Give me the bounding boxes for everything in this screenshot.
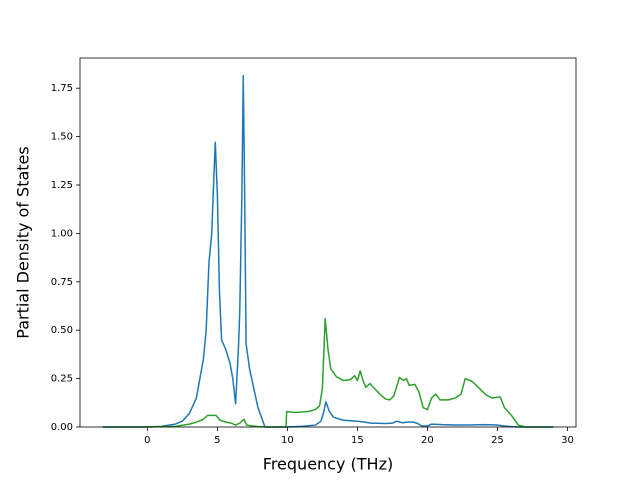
series-line	[102, 317, 554, 428]
x-tick-label: 0	[144, 435, 150, 446]
y-tick-label: 0.75	[51, 277, 73, 288]
x-tick-label: 25	[491, 435, 504, 446]
x-tick-label: 10	[281, 435, 294, 446]
x-tick-label: 30	[561, 435, 574, 446]
x-tick-label: 5	[214, 435, 220, 446]
x-tick-label: 15	[351, 435, 364, 446]
x-tick-label: 20	[421, 435, 434, 446]
y-tick-label: 1.75	[51, 83, 73, 94]
y-tick-label: 0.50	[51, 325, 73, 336]
x-axis-label: Frequency (THz)	[263, 455, 393, 474]
y-tick-label: 0.00	[51, 422, 73, 433]
y-tick-label: 1.50	[51, 132, 73, 143]
plot-frame	[79, 57, 577, 428]
y-tick-label: 1.00	[51, 228, 73, 239]
y-tick-label: 0.25	[51, 374, 73, 385]
y-tick-label: 1.25	[51, 180, 73, 191]
series-line	[102, 74, 554, 428]
y-axis-label: Partial Density of States	[14, 146, 33, 338]
